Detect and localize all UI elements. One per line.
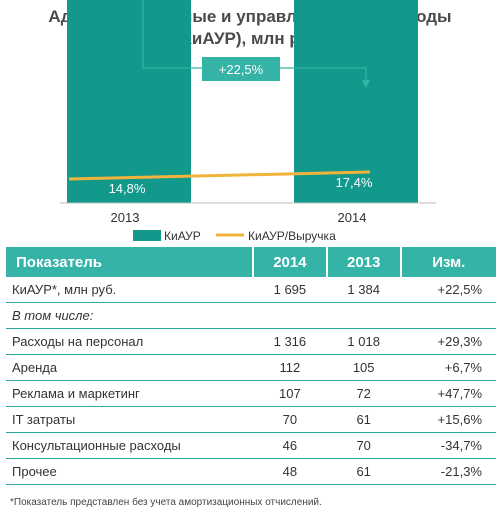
table-row: Прочее 48 61 -21,3% — [6, 458, 496, 485]
row-value-2014: 70 — [253, 406, 327, 433]
change-badge — [202, 57, 280, 81]
row-value-2013: 1 018 — [326, 328, 401, 355]
header-2013: 2013 — [326, 247, 402, 277]
ratio-line — [68, 170, 371, 181]
row-change: -21,3% — [400, 458, 496, 485]
row-label: КиАУР*, млн руб. — [6, 277, 253, 303]
expenses-table: Показатель 2014 2013 Изм. КиАУР*, млн ру… — [6, 247, 496, 485]
row-change: +22,5% — [400, 277, 496, 303]
header-2014: 2014 — [253, 247, 328, 277]
row-value-2013 — [326, 302, 401, 329]
row-change: +15,6% — [400, 406, 496, 433]
change-arrowhead — [362, 80, 370, 88]
row-change — [400, 302, 496, 329]
table-row: Расходы на персонал 1 316 1 018 +29,3% — [6, 328, 496, 355]
row-change: +47,7% — [400, 380, 496, 407]
row-label: Консультационные расходы — [6, 432, 253, 459]
row-value-2013: 61 — [326, 458, 401, 485]
chart-title-line2: (КиАУР), млн руб. — [175, 29, 325, 48]
row-change: +6,7% — [400, 354, 496, 381]
row-value-2013: 72 — [326, 380, 401, 407]
table-row: IT затраты 70 61 +15,6% — [6, 406, 496, 433]
row-value-2014 — [253, 302, 327, 329]
table-row: КиАУР*, млн руб. 1 695 1 384 +22,5% — [6, 277, 496, 303]
table-header-row: Показатель 2014 2013 Изм. — [6, 247, 496, 277]
table-row: Аренда 112 105 +6,7% — [6, 354, 496, 381]
row-value-2014: 107 — [253, 380, 327, 407]
table-row: Консультационные расходы 46 70 -34,7% — [6, 432, 496, 459]
header-change: Изм. — [400, 247, 496, 277]
bar-2014 — [294, 0, 418, 203]
legend-label-bars: КиАУР — [164, 229, 201, 243]
legend-swatch-bars — [133, 230, 161, 241]
row-value-2013: 61 — [326, 406, 401, 433]
row-value-2014: 48 — [253, 458, 327, 485]
footnote: *Показатель представлен без учета аморти… — [10, 497, 322, 508]
row-value-2014: 112 — [253, 354, 327, 381]
row-value-2014: 1 316 — [253, 328, 327, 355]
ratio-label: 14,8% — [109, 181, 146, 196]
header-indicator: Показатель — [6, 247, 254, 277]
row-label: В том числе: — [6, 302, 253, 329]
row-value-2013: 1 384 — [326, 277, 401, 303]
row-label: IT затраты — [6, 406, 253, 433]
row-value-2014: 1 695 — [253, 277, 327, 303]
row-value-2014: 46 — [253, 432, 327, 459]
table-row: В том числе: — [6, 302, 496, 329]
bar-2013 — [67, 0, 191, 203]
ratio-label: 17,4% — [336, 175, 373, 190]
row-value-2013: 105 — [326, 354, 401, 381]
row-change: +29,3% — [400, 328, 496, 355]
row-label: Реклама и маркетинг — [6, 380, 253, 407]
row-value-2013: 70 — [326, 432, 401, 459]
bar-line-chart: 1 38420131 695201414,8%17,4%+22,5%КиАУРК… — [60, 0, 436, 243]
row-label: Аренда — [6, 354, 253, 381]
row-label: Расходы на персонал — [6, 328, 253, 355]
row-change: -34,7% — [400, 432, 496, 459]
table-body: КиАУР*, млн руб. 1 695 1 384 +22,5% В том чи… — [6, 277, 496, 485]
legend-label-line: КиАУР/Выручка — [248, 229, 336, 243]
x-tick-label: 2013 — [111, 210, 140, 225]
row-label: Прочее — [6, 458, 253, 485]
x-tick-label: 2014 — [338, 210, 367, 225]
change-badge-label: +22,5% — [219, 62, 264, 77]
table-row: Реклама и маркетинг 107 72 +47,7% — [6, 380, 496, 407]
